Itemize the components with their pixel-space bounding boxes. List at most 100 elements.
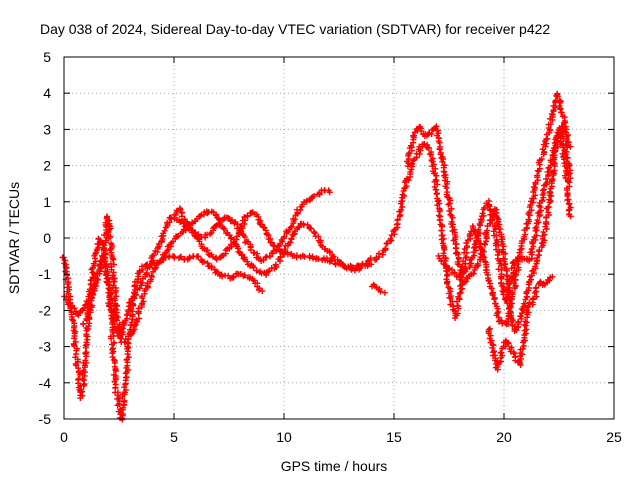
data-point <box>557 99 564 106</box>
data-point <box>463 265 469 272</box>
data-point <box>189 229 196 236</box>
x-tick-labels: 0 5 10 15 20 25 <box>60 429 622 445</box>
data-point <box>464 243 471 250</box>
data-point <box>155 244 161 251</box>
x-tick-label: 5 <box>170 429 178 445</box>
data-point <box>328 258 335 264</box>
data-point <box>281 246 288 253</box>
data-point <box>151 252 157 258</box>
data-point <box>449 214 456 221</box>
data-point <box>250 264 257 271</box>
data-point <box>399 204 406 211</box>
data-point <box>180 220 187 227</box>
data-point <box>387 235 394 242</box>
data-point <box>515 318 522 325</box>
data-point <box>79 376 86 382</box>
data-point <box>451 270 458 277</box>
data-point <box>398 206 405 213</box>
data-point <box>382 245 389 252</box>
series-track-4 <box>171 187 333 264</box>
data-point <box>445 201 452 208</box>
data-point <box>475 226 482 233</box>
data-point <box>63 272 70 279</box>
data-point <box>495 242 502 249</box>
data-point <box>114 402 121 409</box>
data-point <box>508 318 515 325</box>
data-point <box>296 224 303 231</box>
grid-lines <box>64 57 614 419</box>
data-point <box>522 231 529 238</box>
data-point <box>458 263 465 270</box>
data-point <box>452 308 459 315</box>
data-point <box>504 291 511 298</box>
data-point <box>290 216 297 222</box>
data-point <box>131 322 138 329</box>
data-point <box>277 253 284 260</box>
data-point <box>281 233 288 240</box>
data-point <box>117 335 124 342</box>
data-point <box>530 195 537 202</box>
data-point <box>241 234 248 241</box>
series-track-8 <box>485 273 556 373</box>
data-point <box>76 371 83 378</box>
y-tick-label: -1 <box>39 266 52 282</box>
data-point <box>403 175 410 182</box>
data-point <box>287 224 294 231</box>
data-point <box>439 158 446 165</box>
data-point <box>507 302 514 309</box>
data-point <box>209 253 216 260</box>
data-point <box>124 311 131 318</box>
data-point <box>405 151 412 158</box>
data-point <box>127 299 133 306</box>
data-point <box>215 269 221 276</box>
data-point <box>250 249 257 256</box>
data-point <box>540 229 547 236</box>
data-point <box>148 272 155 279</box>
data-point <box>446 294 453 301</box>
data-point <box>381 289 388 296</box>
data-point <box>108 335 115 342</box>
data-point <box>195 253 202 260</box>
y-tick-label: 5 <box>43 49 51 65</box>
data-point <box>502 250 509 257</box>
data-point <box>533 284 540 291</box>
data-point <box>159 236 166 243</box>
data-point <box>73 351 79 358</box>
data-point <box>290 231 297 238</box>
data-point <box>253 267 260 274</box>
data-point <box>121 397 128 404</box>
data-point <box>140 298 147 305</box>
data-point <box>534 217 541 224</box>
data-point <box>241 221 248 227</box>
data-point <box>478 246 485 252</box>
data-point <box>544 179 551 186</box>
data-point <box>504 339 511 346</box>
data-point <box>530 295 537 302</box>
data-point <box>453 245 460 251</box>
data-point <box>204 210 211 217</box>
data-point <box>111 378 118 385</box>
data-point <box>120 325 126 332</box>
data-point <box>394 216 401 223</box>
data-point <box>558 109 565 116</box>
data-point <box>110 318 117 325</box>
data-point <box>297 207 304 213</box>
data-point <box>326 189 333 196</box>
y-tick-label: 4 <box>43 85 51 101</box>
data-point <box>530 184 537 191</box>
y-tick-labels: 5 4 3 2 1 0 -1 -2 -3 -4 -5 <box>39 49 52 427</box>
data-point <box>87 301 94 308</box>
data-point <box>486 325 493 332</box>
data-point <box>229 217 235 224</box>
data-point <box>82 350 89 357</box>
data-point <box>241 272 248 279</box>
data-point <box>167 214 174 221</box>
data-point <box>208 264 215 271</box>
data-point <box>546 188 553 195</box>
data-point <box>78 386 85 393</box>
data-point <box>447 211 454 218</box>
data-point <box>213 256 220 263</box>
data-point <box>550 102 557 109</box>
x-tick-label: 15 <box>386 429 402 445</box>
data-point <box>549 176 556 182</box>
